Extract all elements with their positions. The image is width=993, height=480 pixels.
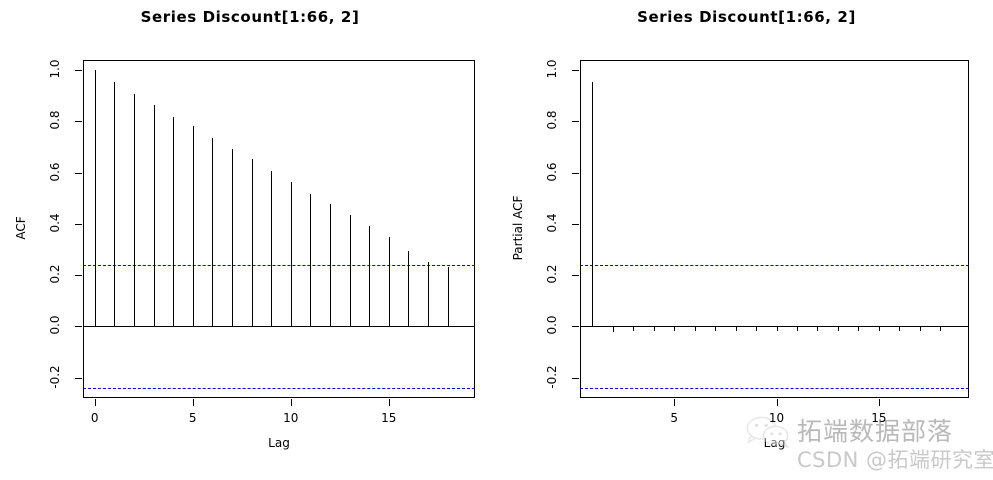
y-axis-tick-mark: [75, 121, 82, 123]
y-axis-tick-label: 0.6: [48, 162, 62, 182]
acf-bar: [290, 181, 292, 327]
acf-bar: [797, 326, 799, 332]
y-axis-tick-mark: [572, 326, 579, 328]
y-axis-tick-label: 0.0: [545, 315, 559, 335]
acf-bar: [735, 326, 737, 332]
x-axis-tick-mark: [192, 399, 194, 406]
y-axis-tick-label: 0.4: [48, 213, 62, 233]
y-axis-tick-mark: [572, 377, 579, 379]
zero-reference-line: [580, 326, 969, 328]
acf-bar: [310, 193, 312, 327]
y-axis-tick-mark: [572, 223, 579, 225]
acf-bar: [271, 170, 273, 327]
acf-plot-title: Series Discount[1:66, 2]: [140, 8, 360, 26]
y-axis-tick-label: -0.2: [545, 364, 559, 389]
x-axis-tick-label: 15: [381, 411, 397, 425]
confidence-band-line: [83, 264, 475, 266]
pacf-y-axis-label: Partial ACF: [511, 195, 525, 261]
acf-bar: [427, 261, 429, 327]
x-axis-tick-label: 0: [90, 411, 99, 425]
y-axis-tick-label: 0.2: [48, 264, 62, 284]
pacf-x-axis-label: Lag: [763, 436, 786, 450]
y-axis-tick-label: 1.0: [545, 59, 559, 79]
y-axis-tick-mark: [572, 121, 579, 123]
acf-bar: [408, 250, 410, 327]
x-axis-tick-mark: [674, 399, 676, 406]
pacf-plot-frame: [580, 60, 969, 398]
x-axis-tick-mark: [290, 399, 292, 406]
acf-bar: [329, 204, 331, 327]
acf-bar: [858, 326, 860, 332]
acf-bar: [251, 159, 253, 327]
acf-bar: [756, 326, 758, 332]
y-axis-tick-label: 1.0: [48, 59, 62, 79]
y-axis-tick-label: 0.2: [545, 264, 559, 284]
y-axis-tick-mark: [75, 223, 82, 225]
y-axis-tick-label: 0.6: [545, 162, 559, 182]
y-axis-tick-mark: [572, 70, 579, 72]
pacf-plot-panel: Series Discount[1:66, 2]: [500, 0, 993, 480]
acf-bar: [878, 326, 880, 332]
acf-bar: [388, 237, 390, 327]
x-axis-tick-mark: [94, 399, 96, 406]
y-axis-tick-mark: [75, 70, 82, 72]
acf-bar: [653, 326, 655, 332]
acf-bar: [674, 326, 676, 332]
acf-bar: [212, 138, 214, 327]
acf-bar: [133, 93, 135, 327]
y-axis-tick-mark: [572, 172, 579, 174]
acf-bar: [940, 326, 942, 332]
y-axis-tick-label: 0.4: [545, 213, 559, 233]
x-axis-tick-mark: [878, 399, 880, 406]
confidence-band-line: [580, 264, 969, 266]
y-axis-tick-mark: [75, 172, 82, 174]
x-axis-tick-mark: [388, 399, 390, 406]
acf-bar: [592, 82, 594, 327]
acf-bar: [817, 326, 819, 332]
y-axis-tick-mark: [75, 377, 82, 379]
x-axis-tick-mark: [776, 399, 778, 406]
y-axis-tick-label: 0.8: [545, 110, 559, 130]
pacf-plot-title: Series Discount[1:66, 2]: [637, 8, 856, 26]
acf-bar: [694, 326, 696, 332]
x-axis-tick-label: 10: [768, 411, 785, 425]
y-axis-tick-mark: [75, 275, 82, 277]
acf-bar: [633, 326, 635, 332]
x-axis-tick-label: 10: [283, 411, 299, 425]
y-axis-tick-label: -0.2: [48, 364, 62, 389]
acf-bar: [776, 326, 778, 332]
zero-reference-line: [83, 326, 475, 328]
acf-bar: [715, 326, 717, 332]
acf-bar: [192, 126, 194, 327]
acf-bar: [94, 70, 96, 327]
y-axis-tick-mark: [75, 326, 82, 328]
acf-bar: [899, 326, 901, 332]
y-axis-tick-label: 0.0: [48, 315, 62, 335]
acf-bar: [173, 116, 175, 327]
acf-bar: [349, 214, 351, 327]
acf-bar: [837, 326, 839, 332]
x-axis-tick-label: 5: [670, 411, 678, 425]
y-axis-tick-mark: [572, 275, 579, 277]
acf-bar: [114, 82, 116, 327]
acf-bar: [612, 326, 614, 332]
x-axis-tick-label: 15: [871, 411, 887, 425]
acf-bar: [231, 149, 233, 327]
acf-bar: [153, 104, 155, 327]
acf-bar: [447, 266, 449, 327]
y-axis-tick-label: 0.8: [48, 110, 62, 130]
acf-x-axis-label: Lag: [268, 436, 290, 450]
acf-bar: [369, 226, 371, 327]
acf-bar: [919, 326, 921, 332]
acf-plot-frame: [83, 60, 475, 398]
acf-y-axis-label: ACF: [14, 216, 28, 240]
confidence-band-line: [83, 388, 475, 389]
x-axis-tick-label: 5: [188, 411, 197, 425]
acf-plot-panel: Series Discount[1:66, 2] ACF Lag 1.0 0.8 0…: [14, 8, 475, 450]
confidence-band-line: [580, 388, 969, 389]
